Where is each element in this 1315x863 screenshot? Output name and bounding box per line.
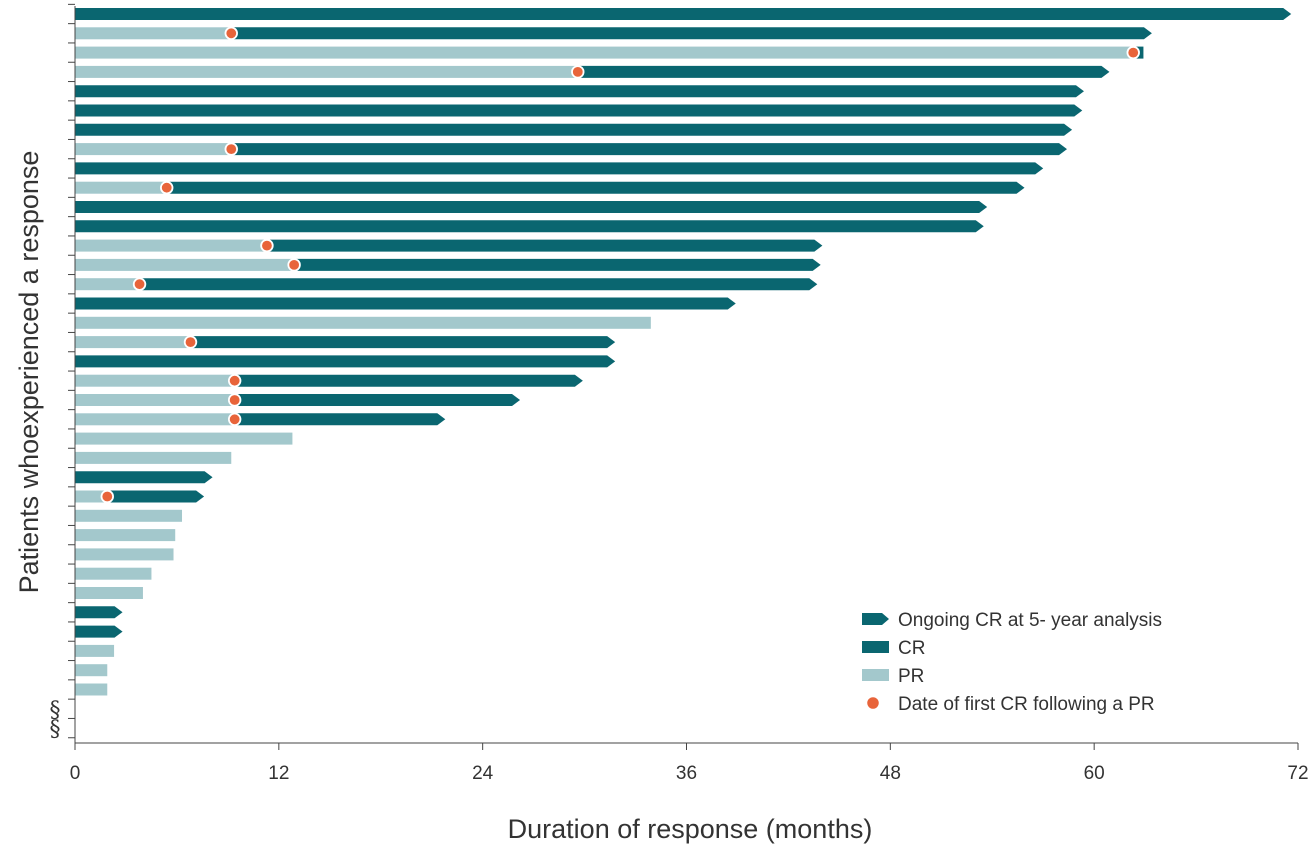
legend-cr-swatch: [862, 641, 889, 653]
ticks-layer: §§ 0 12 24 36 48 60 72: [50, 3, 1309, 784]
cr-bar: [75, 606, 123, 619]
pr-bar: [75, 587, 143, 599]
cr-bar: [231, 143, 1067, 156]
cr-bar: [234, 394, 521, 406]
legend-label: PR: [898, 666, 924, 687]
ongoing-cr-bar: [75, 8, 1292, 20]
x-axis-title: Duration of response (months): [508, 814, 873, 844]
pr-bar: [75, 529, 176, 542]
pr-bar: [75, 27, 232, 40]
x-tick-label: 24: [472, 763, 494, 784]
pr-bar: [75, 394, 235, 406]
pr-bar: [75, 181, 167, 194]
x-tick-label: 60: [1084, 763, 1105, 784]
first-cr-marker: [132, 277, 147, 291]
pr-bar: [75, 451, 232, 464]
cr-bar: [75, 201, 988, 213]
legend-label: Date of first CR following a PR: [898, 694, 1155, 715]
cr-bar: [75, 85, 1084, 98]
pr-bar: [75, 432, 293, 445]
cr-bar: [75, 471, 213, 484]
axis-break-icon: §: [50, 717, 61, 742]
cr-bar: [294, 258, 821, 271]
first-cr-marker: [100, 489, 114, 504]
cr-bar: [234, 374, 583, 387]
x-tick-label: 48: [880, 763, 901, 784]
first-cr-marker: [224, 142, 238, 156]
x-tick-label: 72: [1287, 763, 1308, 784]
cr-bar: [234, 413, 446, 426]
legend-pr-swatch: [862, 669, 889, 681]
pr-bar: [75, 46, 1135, 59]
x-tick-label: 36: [676, 763, 697, 784]
first-cr-marker: [160, 180, 174, 195]
cr-bar: [266, 239, 823, 252]
pr-bar: [75, 258, 295, 271]
first-cr-marker: [224, 26, 238, 41]
pr-bar: [75, 548, 174, 561]
first-cr-marker: [287, 258, 301, 272]
cr-bar: [166, 181, 1025, 194]
pr-bar: [75, 65, 578, 78]
pr-bar: [75, 239, 267, 252]
pr-bar: [75, 143, 232, 156]
pr-bar: [75, 316, 651, 329]
first-cr-marker: [1126, 45, 1140, 60]
pr-bar: [75, 336, 191, 349]
cr-bar: [577, 65, 1110, 78]
legend: Ongoing CR at 5- year analysis CR PR Date o…: [862, 610, 1162, 715]
pr-bar: [75, 644, 115, 657]
legend-ongoing-swatch: [862, 613, 889, 625]
first-cr-marker: [227, 374, 242, 388]
pr-bar: [75, 683, 108, 696]
cr-bar: [75, 104, 1083, 117]
pr-bar: [75, 567, 152, 580]
legend-marker-swatch: [865, 695, 881, 711]
legend-label: Ongoing CR at 5- year analysis: [898, 610, 1162, 631]
axes-layer: [74, 6, 1298, 744]
cr-bar: [190, 336, 616, 349]
cr-bar: [231, 27, 1152, 40]
pr-bar: [75, 664, 108, 677]
cr-bar: [75, 123, 1073, 136]
markers-layer: [100, 26, 1140, 504]
pr-bar: [75, 509, 183, 522]
cr-bar: [75, 297, 736, 310]
cr-bar: [75, 162, 1044, 175]
bars-layer: [75, 8, 1292, 696]
cr-bar: [75, 355, 616, 368]
cr-bar: [139, 278, 818, 291]
first-cr-marker: [227, 412, 242, 427]
cr-bar: [75, 220, 984, 233]
pr-bar: [75, 490, 108, 503]
pr-bar: [75, 278, 140, 291]
legend-label: CR: [898, 638, 925, 659]
axis-break-icon: §: [50, 698, 61, 723]
first-cr-marker: [571, 65, 585, 79]
cr-bar: [75, 625, 123, 638]
y-axis-title: Patients whoexperienced a response: [14, 151, 44, 594]
first-cr-marker: [260, 238, 274, 253]
pr-bar: [75, 413, 235, 426]
x-tick-label: 0: [70, 763, 81, 784]
x-tick-label: 12: [268, 763, 289, 784]
first-cr-marker: [183, 335, 198, 349]
first-cr-marker: [227, 393, 242, 407]
pr-bar: [75, 374, 235, 387]
cr-bar: [107, 490, 205, 503]
